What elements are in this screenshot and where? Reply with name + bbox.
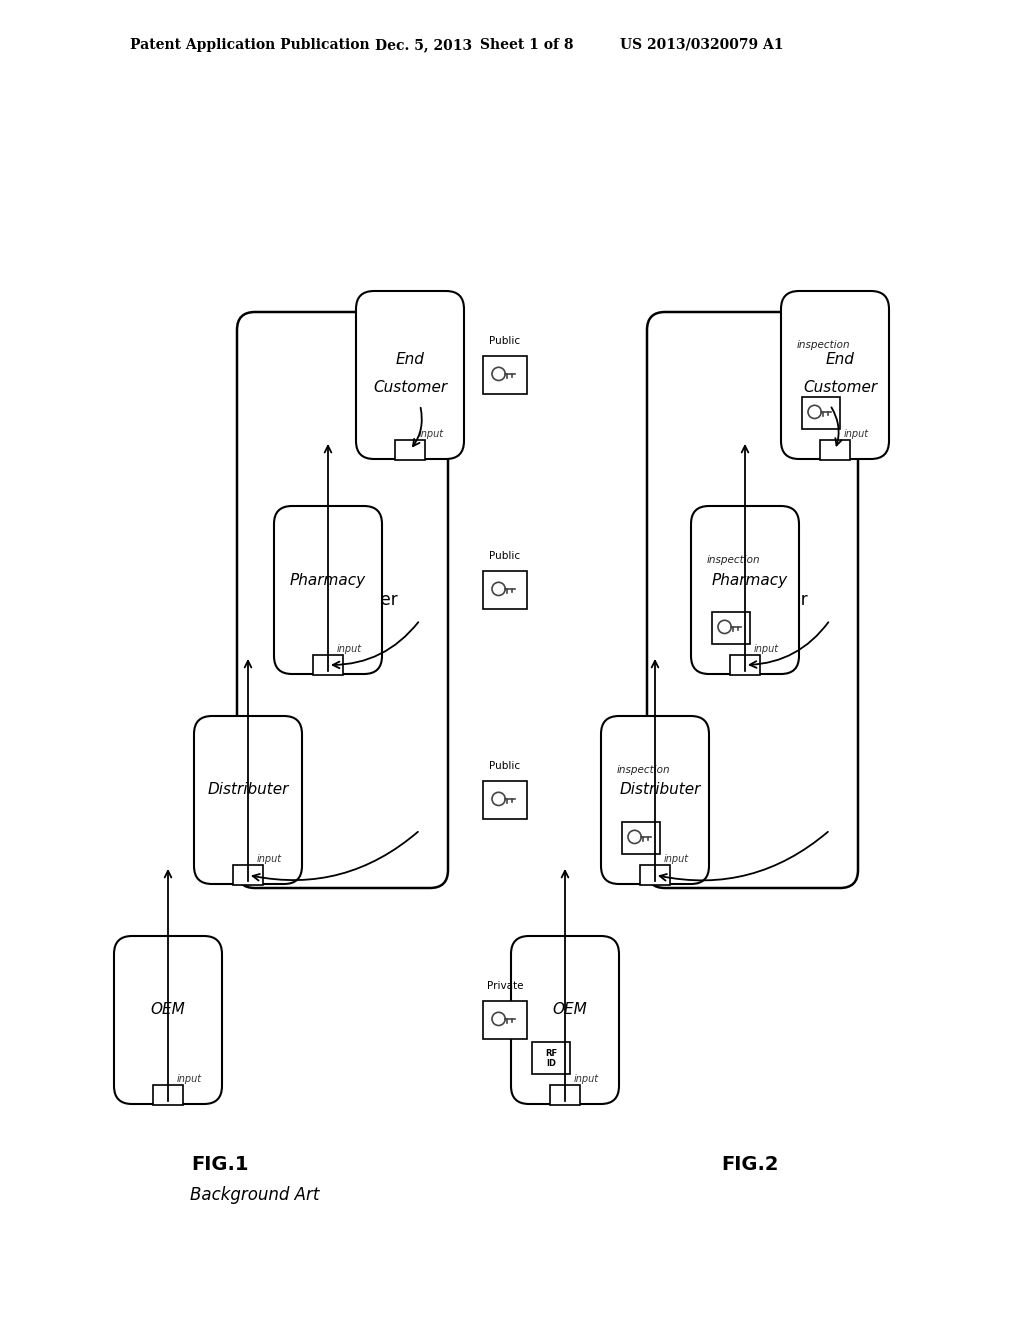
- Text: Distributer: Distributer: [207, 783, 289, 797]
- Text: input: input: [419, 429, 444, 440]
- FancyBboxPatch shape: [395, 440, 425, 459]
- Text: Counterfeiter: Counterfeiter: [287, 591, 397, 609]
- FancyBboxPatch shape: [647, 312, 858, 888]
- Text: Customer: Customer: [803, 380, 878, 395]
- Text: FIG.2: FIG.2: [721, 1155, 778, 1175]
- Text: US 2013/0320079 A1: US 2013/0320079 A1: [620, 38, 783, 51]
- Text: Public: Public: [489, 550, 520, 561]
- Text: End: End: [395, 352, 424, 367]
- Text: ID: ID: [546, 1060, 556, 1068]
- Text: Dec. 5, 2013: Dec. 5, 2013: [375, 38, 472, 51]
- Text: Patent Application Publication: Patent Application Publication: [130, 38, 370, 51]
- Text: inspection: inspection: [707, 554, 760, 565]
- FancyBboxPatch shape: [483, 1001, 527, 1039]
- FancyBboxPatch shape: [483, 781, 527, 818]
- FancyBboxPatch shape: [483, 572, 527, 609]
- FancyBboxPatch shape: [601, 715, 709, 884]
- FancyBboxPatch shape: [114, 936, 222, 1104]
- Text: OEM: OEM: [553, 1002, 588, 1018]
- Text: Public: Public: [489, 762, 520, 771]
- FancyBboxPatch shape: [640, 865, 670, 884]
- Text: input: input: [664, 854, 689, 865]
- Text: Pharmacy: Pharmacy: [290, 573, 366, 587]
- FancyBboxPatch shape: [237, 312, 449, 888]
- Text: Public: Public: [489, 337, 520, 346]
- Text: Private: Private: [486, 981, 523, 991]
- FancyBboxPatch shape: [781, 290, 889, 459]
- FancyBboxPatch shape: [802, 397, 840, 429]
- Text: input: input: [337, 644, 362, 653]
- FancyBboxPatch shape: [233, 865, 263, 884]
- Text: Sheet 1 of 8: Sheet 1 of 8: [480, 38, 573, 51]
- Text: Pharmacy: Pharmacy: [712, 573, 788, 587]
- Text: input: input: [844, 429, 869, 440]
- FancyBboxPatch shape: [274, 506, 382, 675]
- FancyBboxPatch shape: [712, 612, 750, 644]
- Text: inspection: inspection: [616, 766, 670, 775]
- Text: Customer: Customer: [373, 380, 447, 395]
- FancyBboxPatch shape: [820, 440, 850, 459]
- FancyBboxPatch shape: [483, 356, 527, 393]
- Text: Background Art: Background Art: [190, 1185, 319, 1204]
- FancyBboxPatch shape: [194, 715, 302, 884]
- FancyBboxPatch shape: [730, 655, 760, 675]
- FancyBboxPatch shape: [313, 655, 343, 675]
- Text: inspection: inspection: [797, 341, 850, 350]
- Text: Distributer: Distributer: [620, 783, 700, 797]
- Text: input: input: [177, 1074, 202, 1084]
- FancyBboxPatch shape: [153, 1085, 183, 1105]
- Text: input: input: [257, 854, 282, 865]
- Text: input: input: [573, 1074, 599, 1084]
- Text: input: input: [754, 644, 779, 653]
- Text: RF: RF: [545, 1049, 557, 1059]
- FancyBboxPatch shape: [511, 936, 618, 1104]
- Text: End: End: [825, 352, 854, 367]
- Text: FIG.1: FIG.1: [191, 1155, 249, 1175]
- FancyBboxPatch shape: [532, 1041, 570, 1074]
- FancyBboxPatch shape: [550, 1085, 580, 1105]
- Text: Counterfeiter: Counterfeiter: [697, 591, 808, 609]
- FancyBboxPatch shape: [622, 822, 660, 854]
- FancyBboxPatch shape: [356, 290, 464, 459]
- Text: OEM: OEM: [151, 1002, 185, 1018]
- FancyBboxPatch shape: [691, 506, 799, 675]
